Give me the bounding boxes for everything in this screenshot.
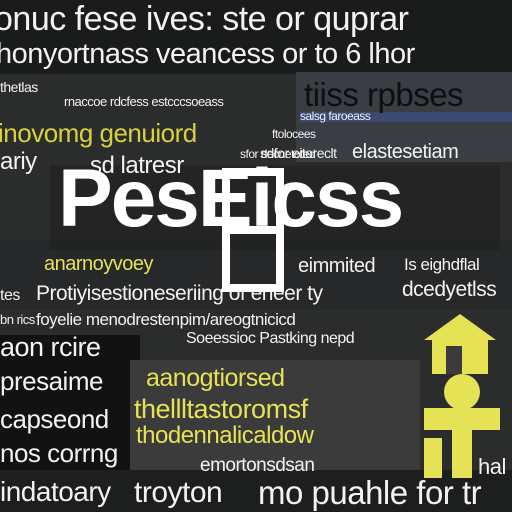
heading-tiiss: tiiss rpbses: [304, 76, 464, 113]
small-line-5: sdfor eitoreclt: [260, 145, 337, 161]
heading-nos: nos corrng: [0, 438, 118, 468]
bottom-center-panel: [130, 360, 420, 470]
label-thetlas: thetlas: [0, 79, 38, 95]
small-line-3: ftolocees: [272, 127, 316, 141]
yellow-line-2: aanogtiorsed: [146, 364, 285, 392]
heading-inovomg: inovomg genuiord: [0, 118, 197, 148]
bulb-icon: [424, 374, 500, 478]
top-band: [0, 0, 512, 74]
box-glyph: [222, 168, 284, 292]
heading-presaime: presaime: [0, 366, 103, 396]
middle-band: [0, 240, 512, 310]
heading-troyton: troyton: [134, 476, 223, 509]
heading-sd: sd latresr: [90, 152, 184, 179]
heading-mo: mo puahle for tr: [258, 474, 482, 511]
small-line-1: rnaccoe rdcfess estcccsoeass: [64, 94, 224, 109]
line-eimmited: eimmited: [298, 255, 376, 277]
label-tes: tes: [0, 287, 20, 304]
house-icon: [424, 314, 496, 374]
label-hal: hal: [478, 454, 506, 479]
line-emortonsdsan: emortonsdsan: [200, 455, 315, 476]
line-foyelie: foyelie menodrestenpim/areogtnicicd: [36, 310, 296, 329]
heading-capseond: capseond: [0, 404, 109, 434]
yellow-line-1: anarnoyvoey: [44, 253, 154, 275]
serif-line-2: thodennalicaldow: [136, 422, 314, 449]
heading-aon: aon rcire: [0, 332, 101, 362]
heading-indatoary: indatoary: [0, 476, 111, 507]
title-shadow: [50, 165, 500, 250]
small-line-2: salsg faroeass: [300, 109, 371, 123]
label-ariy: ariy: [0, 148, 37, 175]
label-bn: bn rics: [0, 312, 35, 327]
line-eighdflal: Is eighdflal: [404, 255, 480, 274]
top-line-1: onuc fese ives: ste or quprar: [0, 0, 409, 38]
line-soeessioc: Soeessioc Pastking nepd: [186, 330, 355, 347]
small-line-4: sfor decnetoted: [240, 147, 316, 161]
blue-strip: [300, 112, 512, 122]
top-line-2: honyortnass veancess or to 6 lhor: [0, 38, 415, 70]
heading-elastes: elastesetiam: [352, 141, 459, 163]
serif-line-1: thellltastoromsf: [134, 394, 308, 424]
line-dcedy: dcedyetlss: [402, 278, 497, 301]
